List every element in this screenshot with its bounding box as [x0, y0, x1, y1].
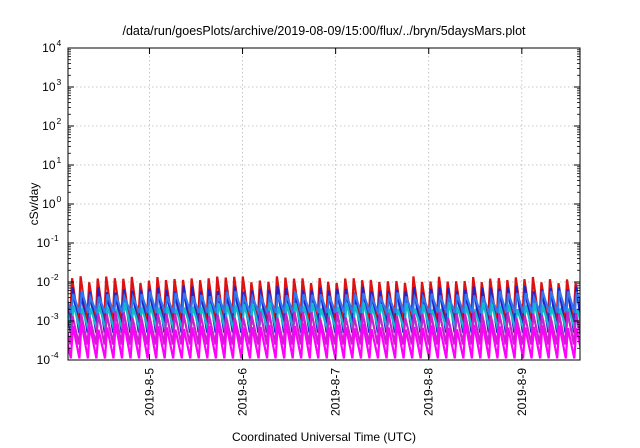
y-tick-label: 10	[42, 197, 56, 211]
x-tick-label: 2019-8-6	[236, 368, 250, 416]
y-axis-label: cSv/day	[27, 183, 41, 226]
series-line-1	[68, 276, 580, 323]
x-tick-label: 2019-8-7	[329, 368, 343, 416]
y-tick-label: 10	[37, 236, 51, 250]
y-tick-label: 10	[42, 41, 56, 55]
y-tick-label: 10	[42, 80, 56, 94]
series-line-5	[68, 310, 580, 345]
chart-title: /data/run/goesPlots/archive/2019-08-09/1…	[122, 24, 526, 38]
series-line-3	[68, 290, 580, 318]
y-tick-exponent: 3	[57, 77, 62, 87]
x-tick-label: 2019-8-8	[422, 368, 436, 416]
y-tick-exponent: -1	[51, 233, 59, 243]
y-tick-label: 10	[42, 158, 56, 172]
series-line-4	[68, 302, 580, 331]
x-tick-label: 2019-8-9	[515, 368, 529, 416]
y-tick-exponent: -2	[51, 272, 59, 282]
y-tick-label: 10	[42, 119, 56, 133]
y-tick-exponent: 1	[57, 155, 62, 165]
y-tick-exponent: -3	[51, 311, 59, 321]
y-tick-label: 10	[37, 275, 51, 289]
x-axis-label: Coordinated Universal Time (UTC)	[232, 430, 416, 444]
series-layer	[68, 276, 580, 359]
y-tick-exponent: 0	[57, 194, 62, 204]
x-tick-label: 2019-8-5	[142, 368, 156, 416]
y-tick-exponent: -4	[51, 350, 59, 360]
y-tick-exponent: 2	[57, 116, 62, 126]
y-tick-label: 10	[37, 314, 51, 328]
x-tick-layer: 2019-8-5 2019-8-6 2019-8-7 2019-8-8 2019-8-9	[142, 48, 529, 416]
y-tick-exponent: 4	[57, 38, 62, 48]
y-tick-label: 10	[37, 353, 51, 367]
series-line-6	[68, 322, 580, 359]
series-line-2	[68, 285, 580, 333]
